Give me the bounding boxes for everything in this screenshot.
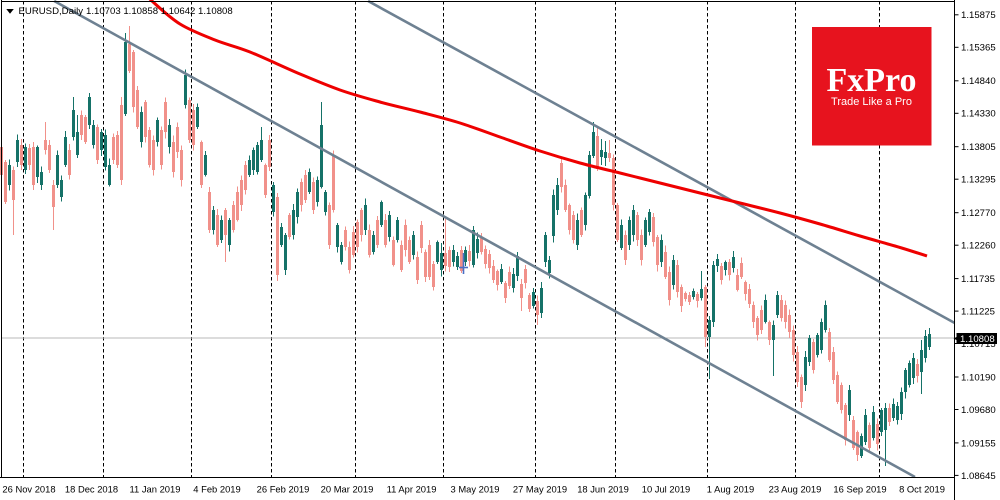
svg-text:1.12260: 1.12260 [961,241,996,252]
svg-text:Trade Like a Pro: Trade Like a Pro [831,96,912,108]
svg-text:1.10190: 1.10190 [961,372,996,383]
svg-text:1.10703 1.10858 1.10642 1.1080: 1.10703 1.10858 1.10642 1.10808 [86,6,233,17]
svg-text:3 May 2019: 3 May 2019 [451,484,500,495]
svg-text:1.12770: 1.12770 [961,208,996,219]
svg-text:1.15365: 1.15365 [961,43,996,54]
svg-text:1 Aug 2019: 1 Aug 2019 [707,484,754,495]
svg-text:11 Apr 2019: 11 Apr 2019 [387,484,437,495]
svg-text:1.11225: 1.11225 [961,307,995,318]
svg-text:1.15875: 1.15875 [961,10,996,21]
svg-text:16 Sep 2019: 16 Sep 2019 [833,484,886,495]
svg-text:1.09680: 1.09680 [961,405,996,416]
svg-text:18 Jun 2019: 18 Jun 2019 [577,484,629,495]
svg-text:11 Jan 2019: 11 Jan 2019 [130,484,181,495]
svg-text:1.11735: 1.11735 [961,274,995,285]
svg-text:20 Mar 2019: 20 Mar 2019 [321,484,374,495]
svg-text:8 Oct 2019: 8 Oct 2019 [899,484,945,495]
svg-text:27 May 2019: 27 May 2019 [513,484,567,495]
svg-text:EURUSD,Daily: EURUSD,Daily [19,6,84,17]
svg-text:1.08645: 1.08645 [961,471,996,482]
svg-text:23 Aug 2019: 23 Aug 2019 [769,484,822,495]
svg-text:FxPro: FxPro [826,62,916,99]
svg-text:4 Feb 2019: 4 Feb 2019 [193,484,240,495]
svg-text:1.09155: 1.09155 [961,438,996,449]
svg-text:1.10715: 1.10715 [961,339,996,350]
svg-text:26 Nov 2018: 26 Nov 2018 [2,484,55,495]
svg-text:26 Feb 2019: 26 Feb 2019 [257,484,310,495]
svg-text:1.14840: 1.14840 [961,76,996,87]
svg-text:10 Jul 2019: 10 Jul 2019 [642,484,690,495]
svg-text:1.14330: 1.14330 [961,109,996,120]
svg-text:1.13295: 1.13295 [961,175,996,186]
svg-text:1.10808: 1.10808 [960,334,995,345]
svg-text:1.13805: 1.13805 [961,142,996,153]
svg-text:18 Dec 2018: 18 Dec 2018 [65,484,118,495]
